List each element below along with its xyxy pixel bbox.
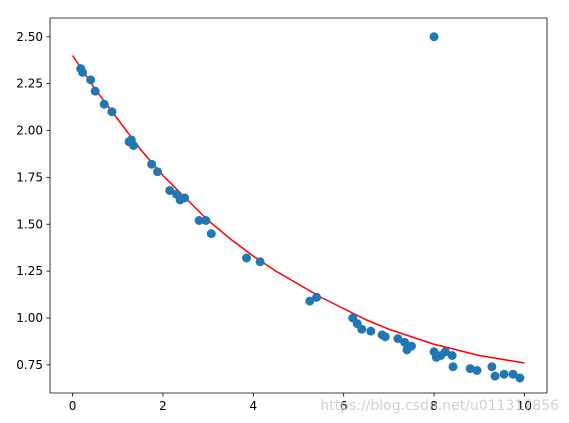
scatter-point [429,32,439,42]
scatter-point [206,229,216,239]
scatter-point [194,216,204,225]
scatter-point [465,364,475,374]
y-tick-label: 1.00 [16,311,43,325]
scatter-point [147,159,157,169]
scatter-point [86,75,96,85]
scatter-point [305,296,315,306]
y-tick-label: 2.50 [16,30,43,44]
x-tick-label: 0 [69,399,77,413]
scatter-point [448,362,458,372]
scatter-point [107,107,117,117]
scatter-point [153,167,163,177]
x-tick-label: 8 [430,399,438,413]
x-tick-label: 4 [249,399,257,413]
scatter-point [400,337,410,347]
y-tick-label: 1.75 [16,170,43,184]
y-tick-label: 2.25 [16,77,43,91]
scatter-point [440,347,450,357]
y-tick-label: 1.50 [16,217,43,231]
axes: 0 2 4 6 8 10 0.75 1.00 1.25 1.50 1.75 2.00 2.25 2.50 [16,17,548,413]
scatter-point [487,362,497,372]
scatter-point [201,216,211,225]
x-tick-label: 10 [517,399,532,413]
y-tick-label: 2.00 [16,124,43,138]
scatter-point [490,371,500,381]
scatter-point [508,369,518,379]
scatter-point [515,373,525,383]
scatter-point [165,186,175,195]
scatter-point [180,193,190,203]
scatter-point [472,366,482,375]
scatter-point [357,324,367,334]
scatter-points-layer [76,32,525,383]
fit-line-layer [71,55,525,364]
scatter-point [312,292,322,302]
x-tick-label: 2 [159,399,167,413]
scatter-point [380,332,390,342]
scatter-point [406,341,416,351]
plot-area [50,18,547,393]
scatter-point [242,253,252,263]
scatter-point [78,67,88,77]
scatter-point [99,99,109,109]
scatter-point [499,369,509,379]
y-tick-label: 1.25 [16,264,43,278]
scatter-point [366,326,376,336]
fit-line [71,55,525,364]
scatter-point [447,351,457,360]
scatter-point [129,141,139,150]
scatter-point [393,334,403,344]
scatter-point [90,86,100,96]
y-tick-label: 0.75 [16,358,43,372]
x-tick-label: 6 [340,399,348,413]
scatter-point [255,257,265,267]
plot-background [50,18,547,393]
